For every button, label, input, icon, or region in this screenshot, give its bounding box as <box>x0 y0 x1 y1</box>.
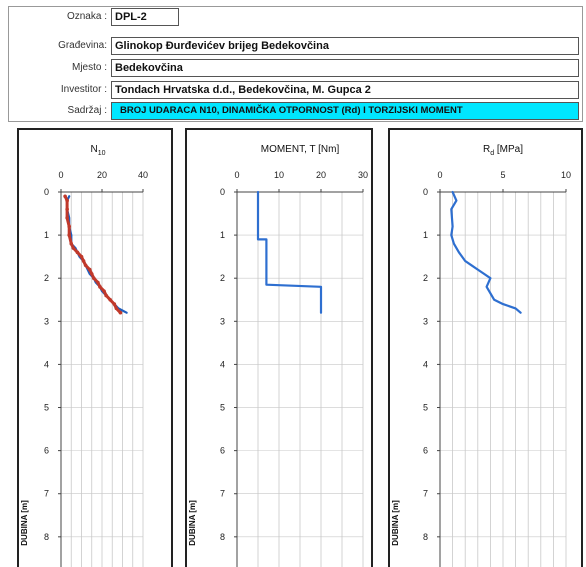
data-point <box>63 194 67 199</box>
data-point <box>104 293 108 298</box>
row-mjesto: Mjesto : Bedekovčina <box>8 59 579 77</box>
data-point <box>96 280 100 285</box>
row-investitor: Investitor : Tondach Hrvatska d.d., Bede… <box>8 81 579 99</box>
oznaka-label: Oznaka : <box>66 11 107 22</box>
y-tick-label: 5 <box>44 403 49 413</box>
row-gradevina: Građevina: Glinokop Đurđevićev brijeg Be… <box>8 37 579 55</box>
y-tick-label: 4 <box>44 359 49 369</box>
gradevina-label: Građevina: <box>58 40 107 51</box>
x-tick-label: 40 <box>138 170 148 180</box>
chart-title: Rd [MPa] <box>483 144 523 157</box>
y-tick-label: 4 <box>423 359 428 369</box>
data-point <box>71 246 76 250</box>
series-line <box>256 190 323 314</box>
n10-chart: N10 0 20 40 0 1 2 3 4 5 6 7 8 DUBINA [m] <box>17 128 173 567</box>
y-tick-label: 3 <box>220 316 225 326</box>
y-tick-label: 8 <box>423 532 428 542</box>
data-point <box>112 302 117 306</box>
panel-border <box>388 128 583 567</box>
y-tick-label: 0 <box>44 187 49 197</box>
y-tick-label: 0 <box>423 187 428 197</box>
oznaka-value: DPL-2 <box>111 8 179 26</box>
data-point <box>65 198 69 203</box>
y-tick-label: 2 <box>220 273 225 283</box>
chart-title: MOMENT, T [Nm] <box>261 144 340 155</box>
data-point <box>108 297 112 302</box>
chart-title-unit: [MPa] <box>494 144 523 155</box>
data-point <box>69 241 74 246</box>
y-tick-label: 5 <box>220 403 225 413</box>
panel-border <box>185 128 373 567</box>
y-tick-label: 2 <box>423 273 428 283</box>
header-frame <box>8 6 583 122</box>
x-tick-label: 0 <box>234 170 239 180</box>
chart-title-subscript: 10 <box>98 150 106 157</box>
data-point <box>67 224 71 229</box>
data-point <box>81 259 86 263</box>
data-point <box>114 306 119 311</box>
y-axis-label: DUBINA [m] <box>20 500 29 546</box>
moment-chart: MOMENT, T [Nm] 0 10 20 30 0 1 2 3 4 5 6 7 8 DUBINA [m] <box>185 128 373 567</box>
sadrzaj-value: BROJ UDARACA N10, DINAMIČKA OTPORNOST (R… <box>111 102 579 120</box>
y-tick-label: 3 <box>423 316 428 326</box>
y-tick-label: 1 <box>220 230 225 240</box>
x-tick-label: 10 <box>561 170 571 180</box>
chart-title: N10 <box>90 144 105 157</box>
y-axis-label: DUBINA [m] <box>391 500 400 546</box>
data-point <box>102 289 106 293</box>
y-axis-label: DUBINA [m] <box>188 500 197 546</box>
y-tick-label: 6 <box>220 446 225 456</box>
y-tick-label: 6 <box>44 446 49 456</box>
data-point <box>65 216 69 220</box>
y-tick-label: 1 <box>44 230 49 240</box>
x-tick-label: 10 <box>274 170 284 180</box>
row-oznaka: Oznaka : DPL-2 <box>8 8 179 26</box>
series-line <box>66 195 128 314</box>
series-line <box>450 190 522 314</box>
x-tick-label: 0 <box>437 170 442 180</box>
sadrzaj-label: Sadržaj : <box>67 105 107 116</box>
data-point <box>87 267 92 272</box>
x-tick-label: 5 <box>500 170 505 180</box>
x-tick-label: 20 <box>97 170 107 180</box>
rd-chart: Rd [MPa] 0 5 10 0 1 2 3 4 5 6 7 8 DUBINA [m] <box>388 128 583 567</box>
data-point <box>118 310 123 315</box>
mjesto-label: Mjesto : <box>71 62 107 73</box>
investitor-value: Tondach Hrvatska d.d., Bedekovčina, M. G… <box>111 81 579 99</box>
data-point <box>65 207 69 212</box>
chart-title-subscript: d <box>490 150 494 157</box>
y-tick-label: 3 <box>44 316 49 326</box>
data-point <box>83 263 88 268</box>
x-tick-label: 20 <box>316 170 326 180</box>
data-point <box>89 272 94 276</box>
x-tick-label: 0 <box>58 170 63 180</box>
data-point <box>75 250 80 255</box>
gradevina-value: Glinokop Đurđevićev brijeg Bedekovčina <box>111 37 579 55</box>
y-tick-label: 2 <box>44 273 49 283</box>
mjesto-value: Bedekovčina <box>111 59 579 77</box>
data-point <box>92 276 96 281</box>
y-tick-label: 7 <box>44 489 49 499</box>
data-point <box>79 254 84 259</box>
y-tick-label: 8 <box>220 532 225 542</box>
y-tick-label: 8 <box>44 532 49 542</box>
y-tick-label: 7 <box>220 489 225 499</box>
y-tick-label: 5 <box>423 403 428 413</box>
data-point <box>67 233 71 237</box>
row-sadrzaj: Sadržaj : BROJ UDARACA N10, DINAMIČKA OT… <box>8 102 579 120</box>
header-block: Oznaka : DPL-2 Građevina: Glinokop Đurđe… <box>8 6 583 122</box>
panel-border <box>17 128 173 567</box>
y-tick-label: 6 <box>423 446 428 456</box>
data-point <box>98 285 102 289</box>
y-tick-label: 0 <box>220 187 225 197</box>
y-tick-label: 4 <box>220 359 225 369</box>
investitor-label: Investitor : <box>60 84 107 95</box>
y-tick-label: 1 <box>423 230 428 240</box>
x-tick-label: 30 <box>358 170 368 180</box>
y-tick-label: 7 <box>423 489 428 499</box>
